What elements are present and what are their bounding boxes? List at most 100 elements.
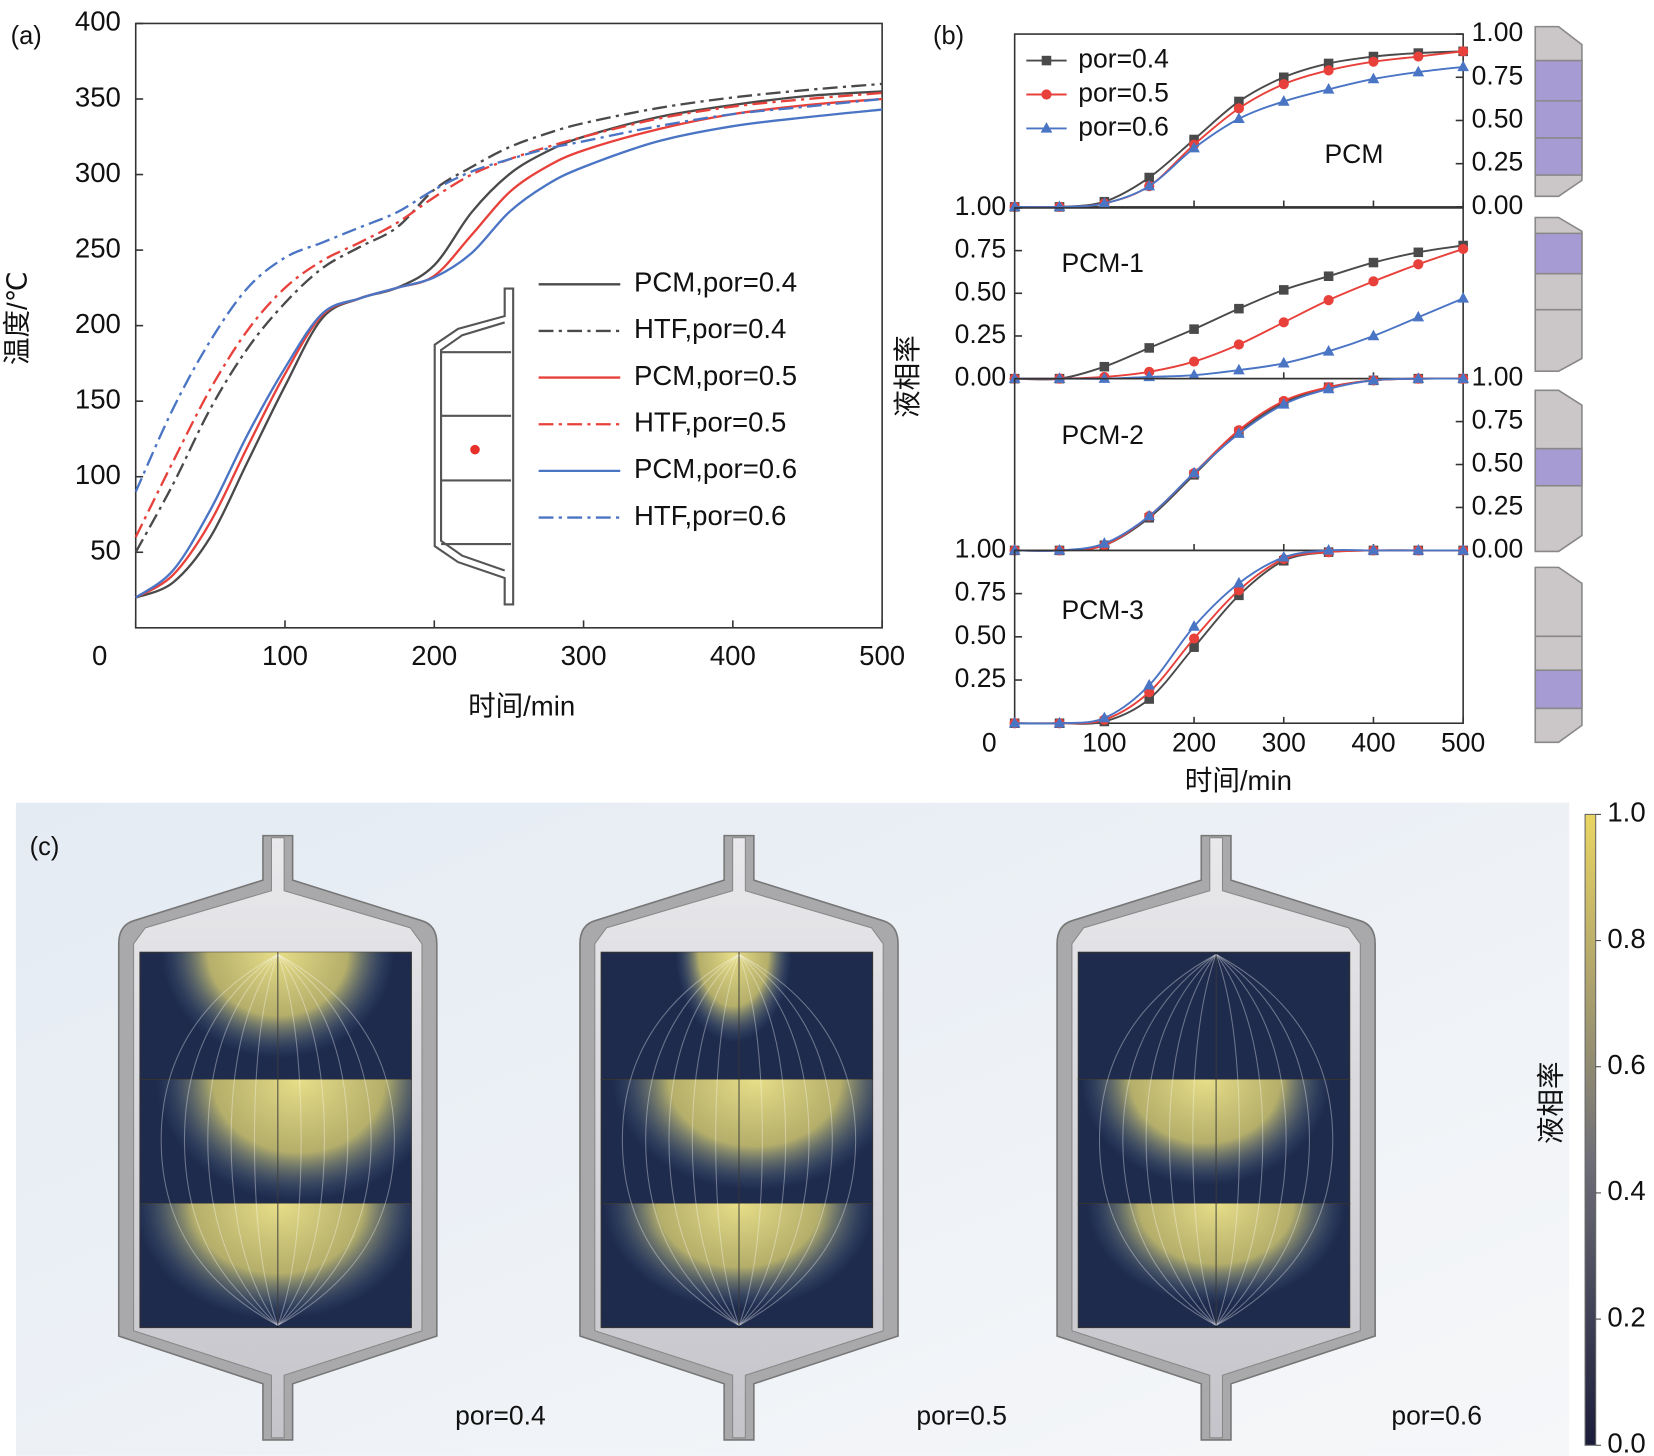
marker [1041,55,1052,66]
marker [1322,83,1335,94]
x-tick-label: 100 [262,640,308,671]
highlight-band [1534,232,1583,275]
subplot-title: PCM-2 [1061,420,1143,450]
y-axis-label: 液相率 [892,335,923,418]
marker [1189,134,1199,145]
tank-caption: por=0.5 [916,1401,1007,1431]
marker [1233,112,1245,123]
colorbar-tick-label: 0.0 [1607,1428,1645,1456]
legend-label: HTF,por=0.4 [634,313,786,344]
x-axis-label: 时间/min [468,691,575,722]
marker [1233,576,1245,588]
marker [1412,544,1425,555]
streamline [668,953,740,1326]
streamline [738,954,787,1326]
y-tick-label: 0.00 [955,362,1007,392]
series-line [1014,549,1464,725]
probe-point [470,444,480,455]
y-tick-label: 300 [75,157,121,188]
x-tick-label: 500 [1441,727,1485,757]
marker [1323,271,1334,281]
x-tick-label: 200 [1172,727,1216,757]
series-line [135,108,883,599]
marker [1234,303,1244,314]
legend-label: PCM,por=0.5 [634,360,797,391]
marker [1413,247,1424,258]
x-tick-label: 400 [1351,727,1395,757]
marker [1457,60,1469,72]
marker [1233,339,1244,350]
streamline [1215,953,1287,1326]
marker [1188,633,1200,644]
tank-caption: por=0.6 [1391,1401,1482,1431]
marker [1188,141,1200,153]
marker [1188,466,1200,478]
marker [1278,317,1289,328]
marker [1412,310,1425,322]
tank [117,834,438,1441]
highlight-band [1534,669,1583,710]
marker [1412,372,1425,383]
y-tick-label: 0.50 [955,276,1007,306]
y-tick-label: 100 [75,459,121,490]
marker [1144,694,1154,704]
y-tick-label: 1.00 [955,191,1007,221]
y-tick-label: 0.75 [1472,405,1524,435]
y-tick-label: 0.50 [1472,448,1524,478]
marker [1413,51,1424,62]
y-tick-label: 0.50 [955,620,1007,650]
colorbar-tick-label: 0.6 [1607,1049,1645,1080]
marker [1143,509,1156,521]
y-tick-label: 200 [75,308,121,339]
y-tick-label: 150 [75,383,121,414]
tank-outline [433,287,515,606]
streamline [645,953,740,1326]
marker [1233,363,1245,375]
streamline [277,953,372,1326]
y-tick-label: 0.25 [1472,147,1524,177]
marker [1323,65,1334,76]
marker [1098,372,1111,383]
legend-label: PCM,por=0.4 [634,267,797,298]
y-tick-label: 250 [75,232,121,263]
y-axis-label: 温度/℃ [1,271,32,365]
streamline [160,953,279,1326]
marker [1233,585,1244,596]
marker [1098,711,1111,723]
y-tick-label: 0.25 [955,319,1007,349]
legend-label: HTF,por=0.5 [634,407,786,438]
melt-region [611,1079,873,1191]
y-tick-label: 0.75 [955,577,1007,607]
marker [1457,372,1469,383]
marker [1323,295,1334,306]
streamline [253,954,279,1326]
marker [1278,285,1289,295]
marker [1099,361,1110,372]
colorbar-label: 液相率 [1536,1061,1567,1144]
marker [1144,343,1154,353]
marker [1367,544,1380,555]
y-tick-label: 0.00 [1472,533,1524,563]
streamline [1098,953,1217,1326]
marker [1277,398,1290,409]
marker [1413,259,1424,270]
subplot-title: PCM-1 [1061,248,1143,278]
tank-caption: por=0.4 [455,1401,546,1431]
y-tick-label: 0.75 [1472,60,1524,90]
x-tick-label: 100 [1082,727,1126,757]
y-tick-label: 50 [90,535,121,566]
marker [1008,716,1021,728]
marker [1458,243,1469,255]
marker [1189,642,1199,652]
streamline [230,954,279,1326]
legend-label: por=0.6 [1078,111,1169,141]
marker [1143,179,1156,191]
subplot-frame [1013,207,1464,380]
marker [1277,95,1290,106]
subplot-title: PCM-3 [1061,595,1143,625]
marker [1457,544,1469,555]
melt-region [675,952,792,1043]
streamline [277,954,302,1326]
x-tick-label: 500 [859,640,905,671]
